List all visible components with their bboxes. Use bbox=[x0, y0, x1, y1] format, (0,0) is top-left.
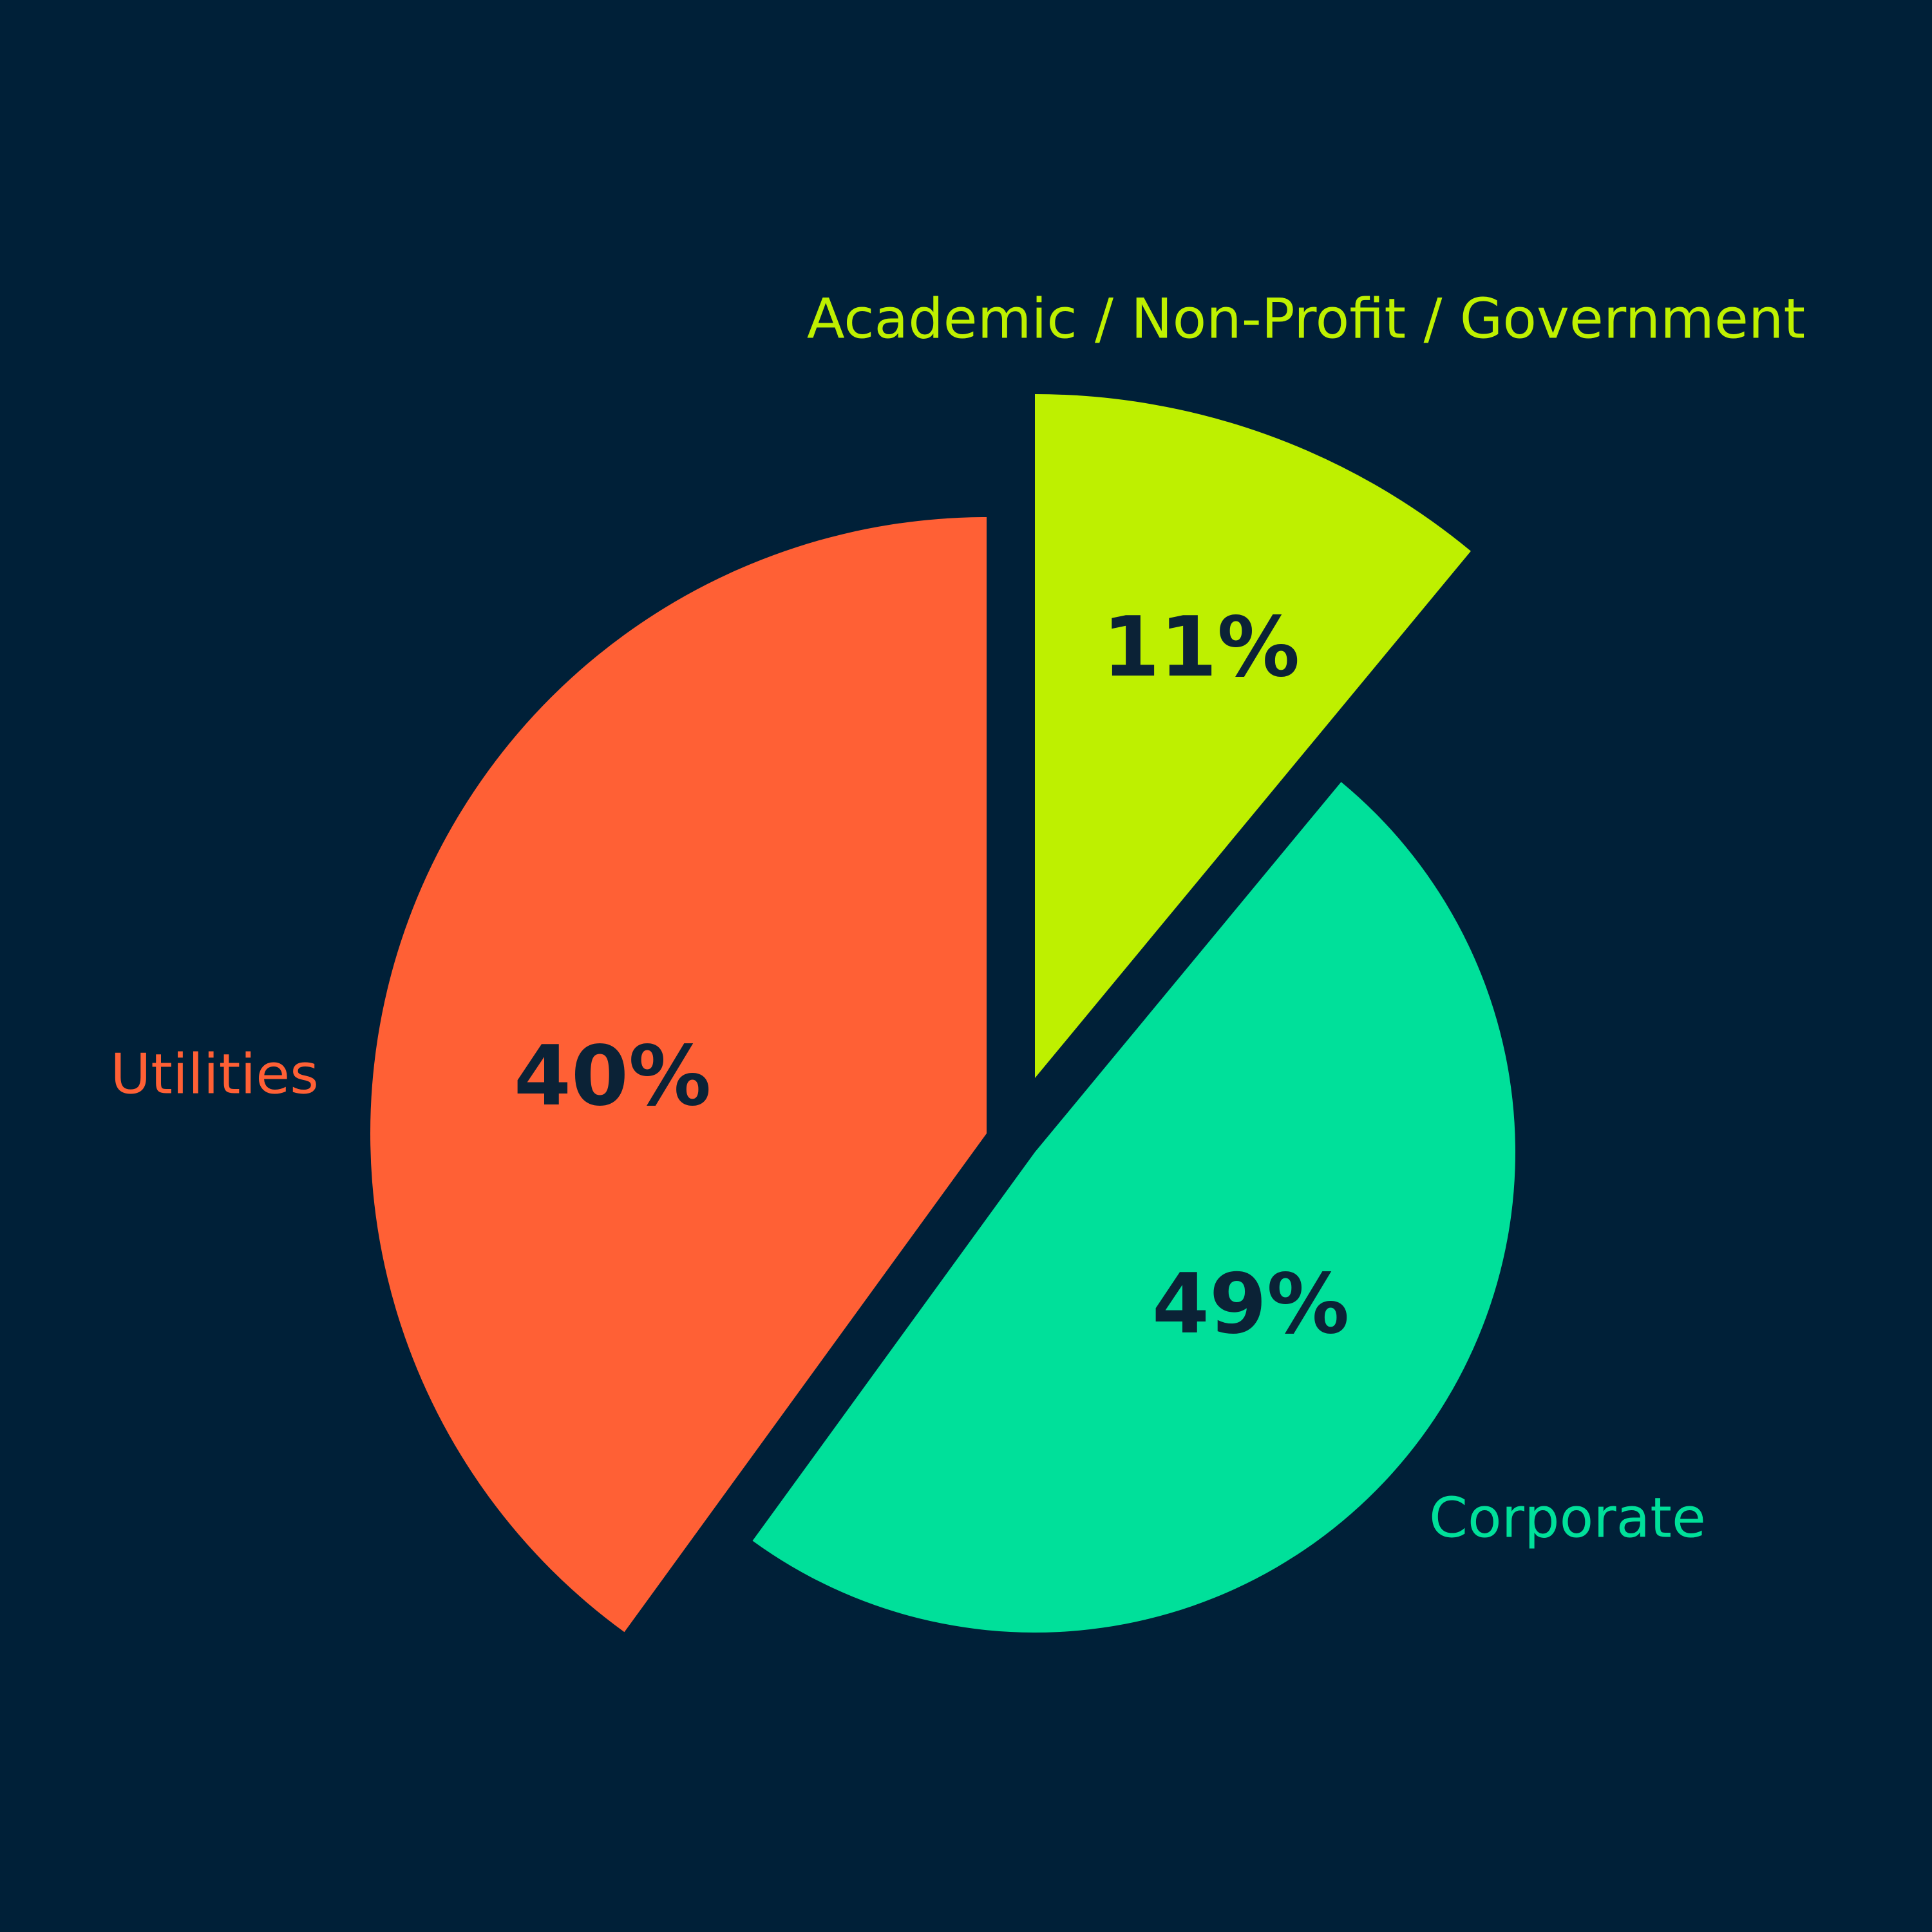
value-label: 40% bbox=[514, 1028, 711, 1124]
pie-slice bbox=[370, 517, 987, 1633]
value-label: 49% bbox=[1152, 1256, 1349, 1352]
pie-slice bbox=[1035, 394, 1471, 1078]
value-label: 11% bbox=[1103, 600, 1300, 696]
category-label: Utilities bbox=[110, 1042, 319, 1106]
pie-slice bbox=[752, 782, 1515, 1633]
category-label: Corporate bbox=[1429, 1486, 1706, 1550]
category-label: Academic / Non-Profit / Government bbox=[807, 287, 1805, 351]
